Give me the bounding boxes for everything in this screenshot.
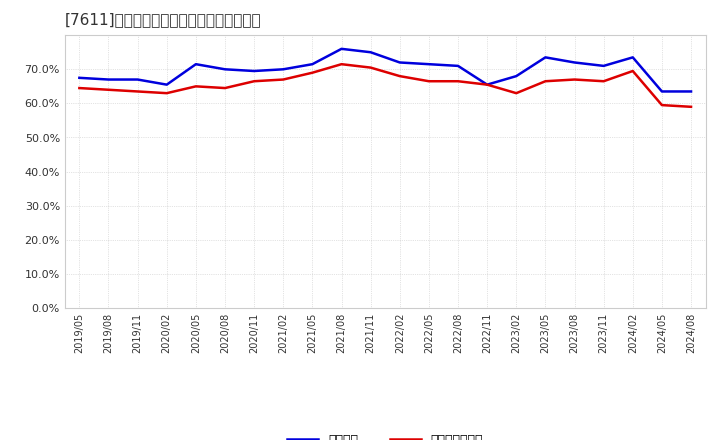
固定比率 bbox=[133, 77, 142, 82]
固定長期適合率 bbox=[599, 79, 608, 84]
固定比率 bbox=[512, 73, 521, 79]
固定比率 bbox=[483, 82, 492, 87]
固定比率 bbox=[104, 77, 113, 82]
固定長期適合率 bbox=[687, 104, 696, 110]
固定比率 bbox=[279, 66, 287, 72]
固定比率 bbox=[163, 82, 171, 87]
固定比率 bbox=[192, 62, 200, 67]
固定長期適合率 bbox=[425, 79, 433, 84]
固定長期適合率 bbox=[308, 70, 317, 75]
固定比率 bbox=[541, 55, 550, 60]
固定長期適合率 bbox=[75, 85, 84, 91]
固定比率 bbox=[366, 50, 375, 55]
固定長期適合率 bbox=[250, 79, 258, 84]
固定長期適合率 bbox=[629, 68, 637, 73]
固定長期適合率 bbox=[366, 65, 375, 70]
固定比率 bbox=[250, 68, 258, 73]
固定比率 bbox=[75, 75, 84, 81]
固定比率 bbox=[308, 62, 317, 67]
Text: [7611]　固定比率、固定長期適合率の推移: [7611] 固定比率、固定長期適合率の推移 bbox=[65, 12, 261, 27]
固定長期適合率 bbox=[512, 91, 521, 96]
固定比率 bbox=[425, 62, 433, 67]
固定長期適合率 bbox=[483, 82, 492, 87]
固定長期適合率 bbox=[133, 89, 142, 94]
固定長期適合率 bbox=[192, 84, 200, 89]
固定比率 bbox=[337, 46, 346, 51]
固定比率 bbox=[657, 89, 666, 94]
固定長期適合率 bbox=[220, 85, 229, 91]
固定比率 bbox=[687, 89, 696, 94]
固定比率 bbox=[599, 63, 608, 69]
固定比率 bbox=[629, 55, 637, 60]
固定長期適合率 bbox=[163, 91, 171, 96]
固定長期適合率 bbox=[657, 103, 666, 108]
Line: 固定長期適合率: 固定長期適合率 bbox=[79, 64, 691, 107]
固定長期適合率 bbox=[279, 77, 287, 82]
固定長期適合率 bbox=[337, 62, 346, 67]
固定長期適合率 bbox=[395, 73, 404, 79]
Legend: 固定比率, 固定長期適合率: 固定比率, 固定長期適合率 bbox=[282, 429, 488, 440]
固定比率 bbox=[454, 63, 462, 69]
固定比率 bbox=[395, 60, 404, 65]
固定比率 bbox=[570, 60, 579, 65]
固定比率 bbox=[220, 66, 229, 72]
固定長期適合率 bbox=[570, 77, 579, 82]
固定長期適合率 bbox=[454, 79, 462, 84]
固定長期適合率 bbox=[104, 87, 113, 92]
Line: 固定比率: 固定比率 bbox=[79, 49, 691, 92]
固定長期適合率 bbox=[541, 79, 550, 84]
